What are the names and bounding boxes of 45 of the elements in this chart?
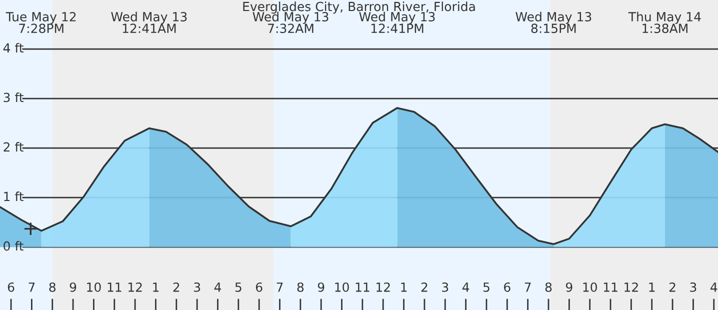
x-tick-label: 8	[49, 282, 56, 292]
annotation: Wed May 13 12:41PM	[359, 12, 435, 33]
x-tick-label: 11	[356, 282, 370, 292]
x-tick-label: 12	[376, 282, 390, 292]
x-tick-label: 10	[583, 282, 597, 292]
x-tick-label: 2	[173, 282, 180, 292]
x-tick-label: 11	[108, 282, 122, 292]
x-tick-label: 12	[128, 282, 142, 292]
y-tick-label: 2 ft	[4, 142, 24, 152]
annotation: Tue May 12 7:28PM	[6, 12, 76, 34]
y-tick-label: 3 ft	[4, 92, 24, 102]
x-tick-label: 4	[710, 282, 718, 292]
x-tick-label: 2	[421, 282, 428, 292]
x-tick-label: 8	[297, 282, 304, 292]
x-tick-label: 6	[504, 282, 510, 292]
x-tick-label: 3	[194, 282, 200, 292]
x-tick-label: 9	[566, 282, 572, 292]
annotation: Wed May 13 7:32AM	[252, 12, 328, 34]
x-tick-label: 10	[335, 282, 349, 292]
x-tick-label: 5	[483, 282, 490, 292]
x-tick-label: 7	[276, 282, 283, 292]
annotation: Wed May 13 12:41AM	[111, 12, 187, 33]
y-tick-label: 1 ft	[4, 192, 24, 202]
x-tick-label: 1	[649, 282, 655, 292]
x-tick-label: 1	[401, 282, 407, 292]
x-tick-label: 5	[235, 282, 242, 292]
y-tick-label: 4 ft	[3, 42, 24, 52]
x-tick-label: 6	[256, 282, 262, 292]
x-tick-label: 11	[604, 282, 618, 292]
x-tick-label: 10	[87, 282, 101, 292]
x-tick-label: 9	[318, 282, 324, 292]
x-tick-label: 8	[545, 282, 552, 292]
x-tick-label: 6	[8, 282, 14, 292]
annotation: Wed May 13 8:15PM	[516, 12, 592, 34]
x-tick-label: 12	[624, 282, 638, 292]
x-tick-label: 3	[442, 282, 448, 292]
x-tick-label: 2	[669, 282, 676, 292]
x-tick-label: 4	[214, 282, 222, 292]
x-tick-label: 7	[28, 282, 35, 292]
x-tick-label: 1	[153, 282, 159, 292]
x-tick-label: 7	[524, 282, 531, 292]
annotation: Thu May 14 1:38AM	[628, 12, 701, 34]
x-tick-label: 4	[462, 282, 470, 292]
x-tick-label: 9	[70, 282, 76, 292]
x-tick-label: 3	[690, 282, 696, 292]
